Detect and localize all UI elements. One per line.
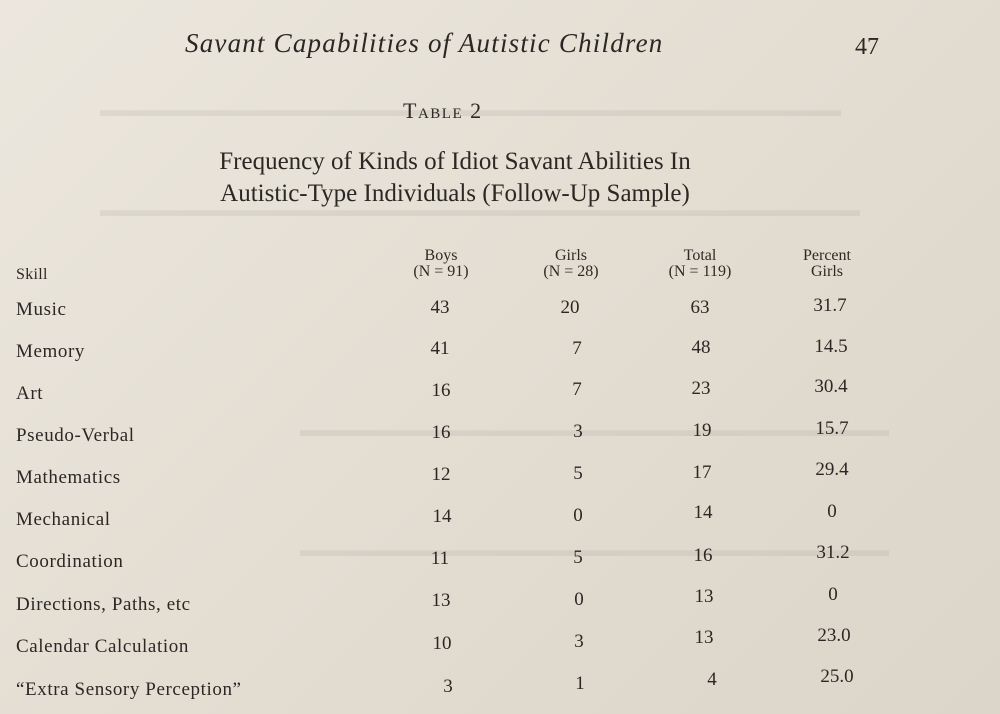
column-header-percent-girls: Percent Girls: [803, 247, 851, 280]
cell-percent-girls: 0: [828, 584, 838, 605]
cell-total: 13: [694, 586, 714, 607]
column-header-boys: Boys (N = 91): [413, 247, 469, 280]
cell-girls: 3: [574, 631, 584, 652]
column-header-girls: Girls (N = 28): [543, 247, 599, 280]
cell-total: 14: [693, 502, 713, 523]
cell-girls: 0: [574, 589, 584, 610]
cell-total: 63: [690, 297, 710, 318]
cell-girls: 7: [572, 379, 582, 400]
cell-percent-girls: 31.7: [813, 295, 847, 316]
cell-total: 19: [692, 420, 712, 441]
cell-boys: 12: [431, 464, 451, 485]
cell-girls: 1: [575, 673, 585, 694]
row-skill-label: Music: [16, 299, 67, 320]
cell-boys: 41: [430, 338, 450, 359]
cell-girls: 0: [573, 505, 583, 526]
cell-total: 48: [691, 337, 711, 358]
row-skill-label: Mathematics: [16, 467, 121, 488]
running-head: Savant Capabilities of Autistic Children: [185, 28, 664, 58]
cell-girls: 5: [573, 547, 583, 568]
cell-girls: 7: [572, 338, 582, 359]
row-skill-label: Directions, Paths, etc: [16, 594, 191, 615]
cell-girls: 20: [560, 297, 580, 318]
cell-boys: 16: [431, 422, 451, 443]
table-title-line: Frequency of Kinds of Idiot Savant Abili…: [219, 148, 691, 175]
cell-boys: 11: [430, 548, 450, 569]
skill-column-header: Skill: [16, 266, 48, 283]
cell-percent-girls: 30.4: [814, 376, 848, 397]
cell-total: 16: [693, 545, 713, 566]
table-number: Table 2: [403, 98, 483, 123]
row-skill-label: Pseudo-Verbal: [16, 425, 135, 446]
cell-total: 17: [692, 462, 712, 483]
row-skill-label: Calendar Calculation: [16, 636, 189, 657]
cell-total: 23: [691, 378, 711, 399]
cell-boys: 43: [430, 297, 450, 318]
row-skill-label: Coordination: [16, 551, 124, 572]
row-skill-label: Mechanical: [16, 509, 111, 530]
cell-boys: 16: [431, 380, 451, 401]
cell-total: 4: [707, 669, 717, 690]
cell-percent-girls: 23.0: [817, 625, 851, 646]
cell-percent-girls: 29.4: [815, 459, 849, 480]
cell-boys: 13: [431, 590, 451, 611]
row-skill-label: Memory: [16, 341, 86, 362]
table-title-line: Autistic-Type Individuals (Follow-Up Sam…: [220, 180, 690, 207]
cell-percent-girls: 15.7: [815, 418, 849, 439]
cell-girls: 5: [573, 463, 583, 484]
cell-percent-girls: 31.2: [816, 542, 850, 563]
column-header-total: Total (N = 119): [668, 247, 732, 280]
cell-percent-girls: 0: [827, 501, 837, 522]
row-skill-label: Art: [16, 383, 44, 404]
cell-boys: 10: [432, 633, 452, 654]
table-title: Frequency of Kinds of Idiot Savant Abili…: [135, 146, 775, 210]
row-skill-label: “Extra Sensory Perception”: [16, 679, 242, 700]
cell-boys: 3: [443, 676, 453, 697]
cell-percent-girls: 14.5: [814, 336, 848, 357]
cell-girls: 3: [573, 421, 583, 442]
cell-total: 13: [694, 627, 714, 648]
page-number: 47: [855, 34, 879, 60]
cell-boys: 14: [432, 506, 452, 527]
cell-percent-girls: 25.0: [820, 666, 854, 687]
